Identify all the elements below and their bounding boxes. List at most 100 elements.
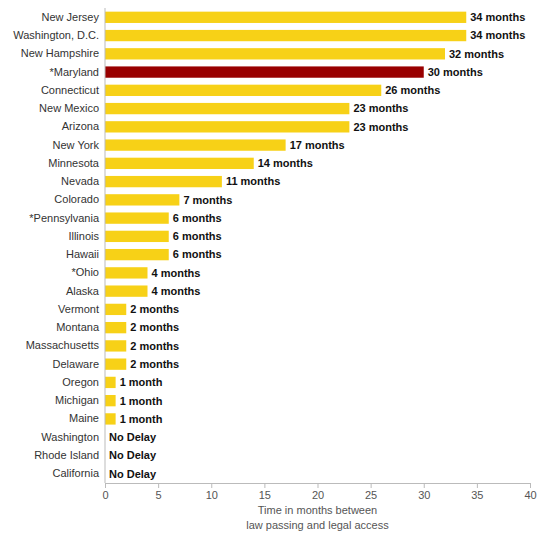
data-label: No Delay (109, 468, 157, 480)
data-label: 1 month (120, 395, 163, 407)
data-label: 7 months (183, 194, 232, 206)
tick-label: Oregon (62, 376, 99, 388)
tick-label: Rhode Island (34, 449, 99, 461)
data-label: 6 months (173, 212, 222, 224)
bars (105, 12, 466, 425)
tick-label: 40 (524, 489, 536, 501)
data-label: 6 months (173, 230, 222, 242)
tick: California (53, 467, 100, 479)
tick: Montana (56, 321, 100, 333)
x-axis: 0510152025303540 (102, 483, 536, 501)
tick: 10 (206, 483, 218, 501)
tick: Nevada (61, 175, 100, 187)
data-label: 11 months (226, 175, 280, 187)
tick: 40 (524, 483, 536, 501)
tick-label: 10 (206, 489, 218, 501)
tick: Washington, D.C. (13, 29, 99, 41)
tick-label: *Ohio (71, 266, 99, 278)
data-label: No Delay (109, 431, 157, 443)
data-label: 26 months (385, 84, 440, 96)
tick-label: New Hampshire (21, 47, 99, 59)
tick-label: 0 (102, 489, 108, 501)
bar (105, 139, 286, 150)
bar (105, 231, 169, 242)
tick: 5 (156, 483, 162, 501)
chart: 0510152025303540New JerseyWashington, D.… (0, 0, 540, 550)
data-label: 4 months (152, 285, 201, 297)
tick: Delaware (53, 358, 99, 370)
x-axis-title-line: Time in months between (258, 504, 377, 516)
data-label: 34 months (470, 11, 525, 23)
data-label: 23 months (353, 121, 408, 133)
tick-label: California (53, 467, 100, 479)
tick: *Ohio (71, 266, 99, 278)
tick-label: Michigan (55, 394, 99, 406)
tick: 15 (259, 483, 271, 501)
data-label: 1 month (120, 413, 163, 425)
tick-mark (158, 483, 159, 488)
tick-label: New York (53, 139, 100, 151)
tick-label: Minnesota (48, 157, 100, 169)
axis-line (105, 8, 106, 483)
tick: Massachusetts (26, 339, 100, 351)
tick-label: 30 (418, 489, 430, 501)
tick-label: *Maryland (49, 66, 99, 78)
tick-mark (211, 483, 212, 488)
tick: Washington (41, 431, 99, 443)
tick-label: Washington (41, 431, 99, 443)
tick-label: New Jersey (42, 11, 100, 23)
tick-label: *Pennsylvania (29, 212, 100, 224)
tick-label: Illinois (68, 230, 99, 242)
bar (105, 48, 445, 59)
tick: 35 (471, 483, 483, 501)
bar (105, 304, 126, 315)
bar (105, 194, 179, 205)
tick: Hawaii (66, 248, 99, 260)
bar (105, 103, 349, 114)
bar (105, 413, 116, 424)
tick-label: Hawaii (66, 248, 99, 260)
tick-label: Maine (69, 412, 99, 424)
data-label: 32 months (449, 48, 504, 60)
data-label: 4 months (152, 267, 201, 279)
tick-mark (105, 483, 106, 488)
tick: New Jersey (42, 11, 100, 23)
bar (105, 322, 126, 333)
tick-label: New Mexico (39, 102, 99, 114)
tick: *Pennsylvania (29, 212, 100, 224)
data-label: 23 months (353, 102, 408, 114)
tick-mark (371, 483, 372, 488)
bar (105, 212, 169, 223)
tick: 25 (365, 483, 377, 501)
bar (105, 30, 466, 41)
tick-mark (477, 483, 478, 488)
data-label: 1 month (120, 376, 163, 388)
bar (105, 340, 126, 351)
y-axis: New Jersey Washington, D.C. New Hampshire *… (13, 8, 105, 483)
tick: Rhode Island (34, 449, 99, 461)
tick: Maine (69, 412, 99, 424)
data-label: 30 months (428, 66, 483, 78)
tick-mark (530, 483, 531, 488)
data-label: No Delay (109, 449, 157, 461)
tick: Illinois (68, 230, 99, 242)
tick-label: Washington, D.C. (13, 29, 99, 41)
bar (105, 176, 222, 187)
tick-label: 35 (471, 489, 483, 501)
data-label: 34 months (470, 29, 525, 41)
tick-label: 5 (156, 489, 162, 501)
tick: Connecticut (41, 84, 99, 96)
data-label: 2 months (130, 340, 179, 352)
x-axis-title: Time in months between law passing and le… (246, 504, 389, 531)
tick-label: Delaware (53, 358, 99, 370)
tick: Arizona (62, 120, 100, 132)
tick: New Hampshire (21, 47, 99, 59)
data-label: 2 months (130, 358, 179, 370)
tick: New Mexico (39, 102, 99, 114)
data-label: 14 months (258, 157, 313, 169)
tick-label: Colorado (54, 193, 99, 205)
x-axis-title-line: law passing and legal access (246, 519, 389, 531)
bar (105, 158, 254, 169)
tick: Alaska (66, 285, 100, 297)
bar (105, 249, 169, 260)
